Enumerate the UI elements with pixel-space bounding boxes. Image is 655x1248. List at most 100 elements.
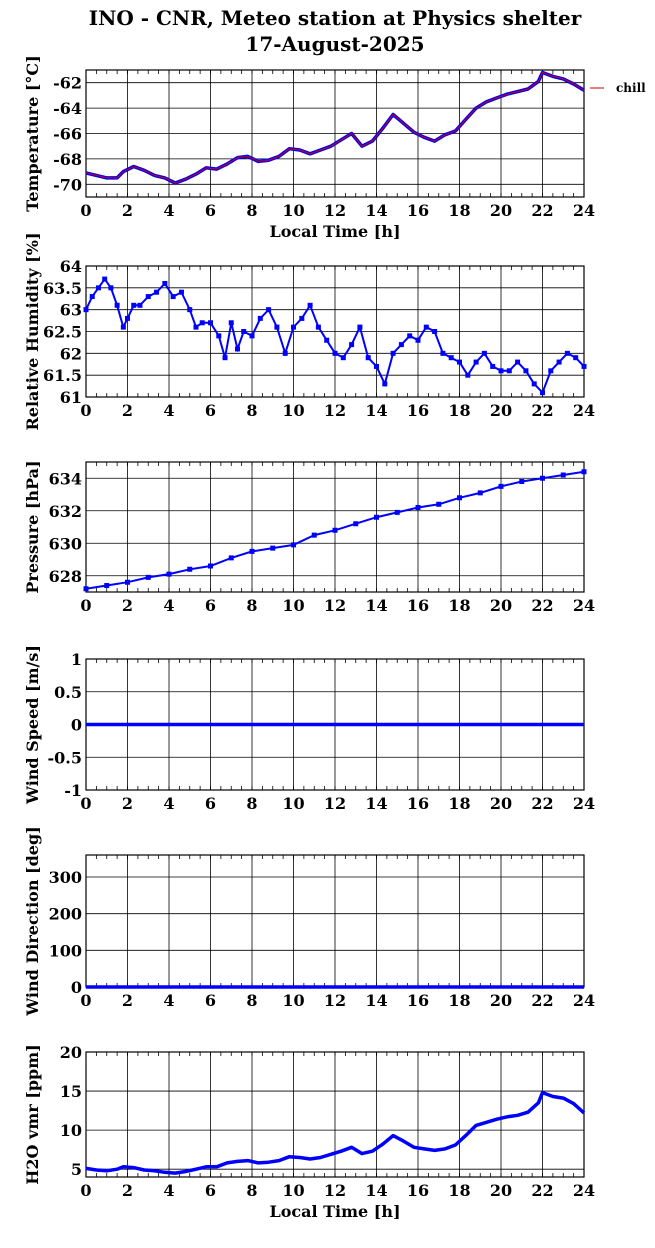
wind-speed-xtick-label: 6 bbox=[205, 794, 216, 813]
humidity-plot-frame bbox=[85, 265, 585, 398]
humidity-xtick-label: 0 bbox=[80, 401, 91, 420]
h2o-vmr-xlabel: Local Time [h] bbox=[269, 1202, 400, 1221]
humidity-ytick-label: 61.5 bbox=[43, 366, 82, 385]
wind-speed-xtick-label: 10 bbox=[282, 794, 304, 813]
h2o-vmr-xtick-label: 8 bbox=[246, 1181, 257, 1200]
wind-direction-ytick-label: 100 bbox=[49, 941, 82, 960]
temperature-xtick-label: 4 bbox=[163, 201, 174, 220]
pressure-xtick-label: 22 bbox=[531, 596, 553, 615]
pressure-xtick-label: 10 bbox=[282, 596, 304, 615]
humidity-xtick-label: 14 bbox=[365, 401, 387, 420]
wind-direction-ylabel: Wind Direction [deg] bbox=[23, 826, 42, 1017]
temperature-xtick-label: 12 bbox=[324, 201, 346, 220]
temperature-ytick-label: -64 bbox=[53, 99, 82, 118]
pressure-ytick-label: 628 bbox=[49, 567, 82, 586]
wind-direction-xtick-label: 24 bbox=[573, 991, 595, 1010]
humidity-xtick-label: 18 bbox=[448, 401, 470, 420]
humidity-ylabel: Relative Humidity [%] bbox=[23, 232, 42, 430]
temperature-ytick-label: -70 bbox=[53, 175, 82, 194]
h2o-vmr-xtick-label: 18 bbox=[448, 1181, 470, 1200]
pressure-xtick-label: 14 bbox=[365, 596, 387, 615]
h2o-vmr-ytick-label: 15 bbox=[60, 1082, 82, 1101]
humidity-data-point bbox=[581, 363, 587, 369]
pressure-data-point bbox=[581, 469, 587, 475]
wind-speed-ytick-label: 0 bbox=[71, 716, 82, 735]
h2o-vmr-xtick-label: 0 bbox=[80, 1181, 91, 1200]
h2o-vmr-xtick-label: 14 bbox=[365, 1181, 387, 1200]
pressure-xtick-label: 16 bbox=[407, 596, 429, 615]
wind-direction-xtick-label: 22 bbox=[531, 991, 553, 1010]
wind-direction-xtick-label: 10 bbox=[282, 991, 304, 1010]
pressure-data-trace bbox=[85, 470, 585, 590]
h2o-vmr-ytick-label: 5 bbox=[71, 1160, 82, 1179]
pressure-xtick-label: 8 bbox=[246, 596, 257, 615]
h2o-vmr-xtick-label: 20 bbox=[490, 1181, 512, 1200]
humidity-xtick-label: 22 bbox=[531, 401, 553, 420]
temperature-xtick-label: 20 bbox=[490, 201, 512, 220]
wind-speed-ytick-label: 1 bbox=[71, 650, 82, 669]
pressure-xtick-label: 24 bbox=[573, 596, 595, 615]
temperature-xtick-label: 6 bbox=[205, 201, 216, 220]
legend-chill-label: chill bbox=[616, 81, 646, 95]
humidity-panel: 0 2 4 6 8 10 12 14 16 18 20 22 246161.56262.56363.56… bbox=[23, 232, 595, 430]
wind-direction-ytick-label: 200 bbox=[49, 905, 82, 924]
wind-direction-xtick-label: 8 bbox=[246, 991, 257, 1010]
humidity-xtick-label: 24 bbox=[573, 401, 595, 420]
humidity-data-trace bbox=[85, 277, 585, 395]
wind-direction-ytick-label: 300 bbox=[49, 868, 82, 887]
wind-direction-xtick-label: 12 bbox=[324, 991, 346, 1010]
pressure-xtick-label: 4 bbox=[163, 596, 174, 615]
wind-speed-xtick-label: 22 bbox=[531, 794, 553, 813]
wind-speed-xtick-label: 16 bbox=[407, 794, 429, 813]
humidity-ytick-label: 63.5 bbox=[43, 279, 82, 298]
temperature-xtick-label: 16 bbox=[407, 201, 429, 220]
temperature-ytick-label: -66 bbox=[53, 125, 82, 144]
wind-speed-ylabel: Wind Speed [m/s] bbox=[23, 645, 42, 805]
wind-direction-xtick-label: 20 bbox=[490, 991, 512, 1010]
temperature-xtick-label: 8 bbox=[246, 201, 257, 220]
wind-speed-xtick-label: 0 bbox=[80, 794, 91, 813]
temperature-xtick-label: 0 bbox=[80, 201, 91, 220]
wind-direction-xtick-label: 2 bbox=[122, 991, 133, 1010]
humidity-xtick-label: 6 bbox=[205, 401, 216, 420]
humidity-xtick-label: 10 bbox=[282, 401, 304, 420]
temperature-xlabel: Local Time [h] bbox=[269, 222, 400, 241]
pressure-ytick-label: 630 bbox=[49, 534, 82, 553]
wind-speed-xtick-label: 20 bbox=[490, 794, 512, 813]
wind-direction-xtick-label: 18 bbox=[448, 991, 470, 1010]
humidity-xtick-label: 16 bbox=[407, 401, 429, 420]
figure-title-line2: 17-August-2025 bbox=[245, 32, 424, 56]
temperature-ytick-label: -68 bbox=[53, 150, 82, 169]
temperature-ytick-label: -62 bbox=[53, 74, 82, 93]
figure-title-line1: INO - CNR, Meteo station at Physics shel… bbox=[89, 6, 582, 30]
wind-speed-xtick-label: 12 bbox=[324, 794, 346, 813]
pressure-ytick-label: 632 bbox=[49, 502, 82, 521]
temperature-xtick-label: 18 bbox=[448, 201, 470, 220]
humidity-xtick-label: 20 bbox=[490, 401, 512, 420]
humidity-ytick-label: 64 bbox=[60, 257, 82, 276]
temperature-chill-line bbox=[85, 71, 585, 184]
wind-direction-xtick-label: 16 bbox=[407, 991, 429, 1010]
wind-speed-xtick-label: 8 bbox=[246, 794, 257, 813]
temperature-xtick-label: 14 bbox=[365, 201, 387, 220]
wind-speed-ytick-label: 0.5 bbox=[54, 683, 82, 702]
temperature-plot-frame bbox=[85, 69, 585, 198]
wind-direction-xtick-label: 14 bbox=[365, 991, 387, 1010]
wind-direction-xtick-label: 4 bbox=[163, 991, 174, 1010]
h2o-vmr-xtick-label: 22 bbox=[531, 1181, 553, 1200]
temperature-xtick-label: 2 bbox=[122, 201, 133, 220]
temperature-ylabel: Temperature [°C] bbox=[23, 55, 42, 211]
pressure-ylabel: Pressure [hPa] bbox=[23, 460, 42, 593]
temperature-xtick-label: 10 bbox=[282, 201, 304, 220]
wind-direction-xtick-label: 6 bbox=[205, 991, 216, 1010]
wind-speed-ytick-label: -0.5 bbox=[48, 748, 82, 767]
h2o-vmr-xtick-label: 16 bbox=[407, 1181, 429, 1200]
wind-direction-ytick-label: 0 bbox=[71, 978, 82, 997]
temperature-xtick-label: 22 bbox=[531, 201, 553, 220]
wind-speed-xtick-label: 14 bbox=[365, 794, 387, 813]
pressure-xtick-label: 20 bbox=[490, 596, 512, 615]
